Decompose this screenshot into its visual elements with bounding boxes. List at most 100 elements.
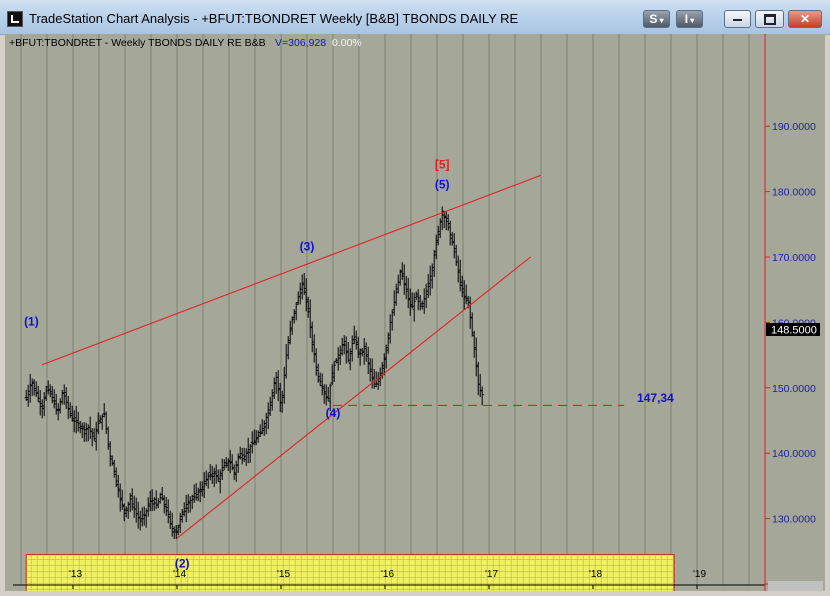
x-tick-label: '18 bbox=[589, 569, 602, 580]
price-bar bbox=[312, 334, 316, 363]
price-bar bbox=[330, 364, 334, 385]
style-button-label: S bbox=[649, 12, 658, 26]
price-bar bbox=[286, 336, 290, 360]
price-bar bbox=[262, 420, 266, 436]
price-chart[interactable]: (1) (2) (3) (4) (5) [5] 147,34 '13 '14 '15 '16 '17… bbox=[5, 34, 825, 596]
price-bar bbox=[318, 372, 322, 387]
price-bar bbox=[224, 457, 228, 468]
trendline bbox=[176, 256, 531, 539]
x-axis-ticks: '13 '14 '15 '16 '17 '18 '19 bbox=[69, 569, 706, 589]
price-bar bbox=[214, 464, 218, 484]
price-bar bbox=[54, 393, 58, 415]
price-bar bbox=[358, 348, 362, 366]
price-bar bbox=[48, 384, 52, 398]
price-bar bbox=[464, 284, 468, 305]
price-bar bbox=[462, 280, 466, 310]
price-bar bbox=[284, 344, 288, 379]
price-bar bbox=[112, 459, 116, 478]
price-bar bbox=[146, 497, 150, 517]
price-bar bbox=[454, 244, 458, 266]
price-bar bbox=[396, 274, 400, 294]
price-bar bbox=[446, 214, 450, 231]
price-bar bbox=[204, 470, 208, 487]
price-bar bbox=[306, 296, 310, 318]
price-bar bbox=[78, 420, 82, 434]
price-bar bbox=[80, 422, 84, 438]
price-bar bbox=[66, 395, 70, 420]
x-tick-label: '13 bbox=[69, 569, 82, 580]
price-bar bbox=[58, 398, 62, 414]
price-bar bbox=[152, 497, 156, 511]
price-bar bbox=[460, 275, 464, 298]
style-menu-button[interactable]: S ▾ bbox=[643, 10, 670, 28]
maximize-icon bbox=[763, 14, 776, 26]
info-menu-button[interactable]: I ▾ bbox=[676, 10, 703, 28]
wave-label: (2) bbox=[175, 557, 190, 571]
price-bar bbox=[394, 283, 398, 306]
price-bar bbox=[324, 384, 328, 406]
y-tick-label: 190.0000 bbox=[772, 121, 816, 133]
price-bar bbox=[346, 341, 350, 363]
price-bar bbox=[108, 441, 112, 467]
price-bar bbox=[480, 386, 484, 406]
price-bar bbox=[42, 392, 46, 417]
price-bar bbox=[444, 211, 448, 231]
price-bar bbox=[432, 249, 436, 278]
price-bar bbox=[474, 337, 478, 377]
price-bar bbox=[174, 525, 178, 540]
info-button-label: I bbox=[684, 12, 689, 26]
price-bar bbox=[242, 447, 246, 462]
minimize-button[interactable] bbox=[724, 10, 751, 28]
price-bar bbox=[244, 448, 248, 466]
price-bar bbox=[218, 469, 222, 494]
wave-label: (5) bbox=[435, 177, 450, 191]
price-bar bbox=[138, 510, 142, 531]
price-bar bbox=[268, 396, 272, 416]
price-bar bbox=[62, 384, 66, 405]
price-bar bbox=[400, 262, 404, 281]
price-bar bbox=[364, 342, 368, 362]
wave-labels: (1) (2) (3) (4) (5) [5] 147,34 bbox=[24, 158, 674, 571]
price-bar bbox=[408, 288, 412, 316]
price-bar bbox=[202, 472, 206, 499]
price-bar bbox=[32, 379, 36, 396]
price-bar bbox=[70, 405, 74, 422]
price-bar bbox=[434, 234, 438, 260]
price-bar bbox=[228, 449, 232, 474]
price-bar bbox=[178, 512, 182, 534]
close-button[interactable]: ✕ bbox=[788, 10, 822, 28]
price-bar bbox=[436, 225, 440, 246]
price-bar bbox=[398, 269, 402, 286]
trendline bbox=[41, 174, 542, 366]
price-bar bbox=[156, 498, 160, 509]
price-bar bbox=[470, 312, 474, 337]
price-bar bbox=[170, 512, 174, 537]
chart-area[interactable]: (1) (2) (3) (4) (5) [5] 147,34 '13 '14 '15 '16 '17… bbox=[5, 34, 825, 596]
price-bar bbox=[52, 389, 56, 409]
price-bar bbox=[40, 399, 44, 419]
price-bar bbox=[458, 259, 462, 292]
price-bar bbox=[94, 421, 98, 451]
wave-label: (1) bbox=[24, 315, 39, 329]
x-tick-label: '17 bbox=[485, 569, 498, 580]
price-bar bbox=[64, 387, 68, 409]
price-bar bbox=[238, 446, 242, 460]
price-bar bbox=[240, 447, 244, 465]
price-bar bbox=[30, 378, 34, 396]
price-bar bbox=[472, 330, 476, 358]
price-bar bbox=[128, 493, 132, 513]
maximize-button[interactable] bbox=[755, 10, 784, 28]
price-bar bbox=[430, 263, 434, 289]
price-bar bbox=[404, 275, 408, 300]
price-bar bbox=[206, 472, 210, 489]
price-bar bbox=[210, 465, 214, 485]
price-bar bbox=[74, 405, 78, 434]
price-bar bbox=[368, 358, 372, 382]
price-bar bbox=[366, 346, 370, 375]
last-price-label: 148.5000 bbox=[771, 325, 817, 337]
price-bar bbox=[276, 370, 280, 402]
scrollbar-thumb[interactable] bbox=[768, 581, 823, 591]
price-bar bbox=[388, 314, 392, 344]
price-bar bbox=[92, 428, 96, 441]
price-bar bbox=[456, 255, 460, 283]
